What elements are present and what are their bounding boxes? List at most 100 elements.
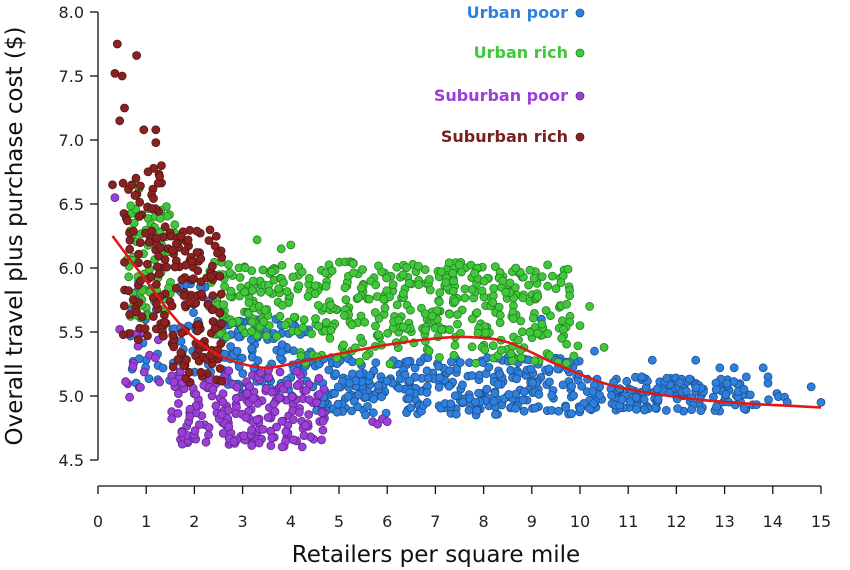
data-point-urban-rich — [557, 333, 567, 343]
data-point-suburban-rich — [196, 254, 206, 264]
data-point-urban-rich — [551, 284, 561, 294]
legend: Urban poor Urban rich Suburban poor Subu… — [434, 3, 585, 146]
data-point-suburban-rich — [168, 362, 178, 372]
data-point-suburban-poor — [304, 410, 314, 419]
data-point-urban-rich — [467, 314, 477, 324]
data-point-urban-poor — [637, 372, 646, 382]
data-point-suburban-poor — [292, 366, 302, 376]
data-point-urban-poor — [534, 389, 544, 399]
legend-item-urban-poor: Urban poor — [467, 3, 585, 22]
x-tick-label: 15 — [811, 512, 831, 531]
data-point-suburban-rich — [170, 262, 180, 272]
x-tick-label: 14 — [763, 512, 783, 531]
legend-item-urban-rich: Urban rich — [474, 43, 585, 62]
data-point-urban-poor — [715, 363, 725, 373]
data-point-suburban-poor — [294, 408, 304, 417]
data-point-urban-rich — [562, 339, 571, 349]
x-tick-label: 12 — [666, 512, 686, 531]
data-point-urban-poor — [739, 384, 749, 394]
data-point-urban-rich — [280, 320, 290, 330]
data-point-urban-rich — [541, 306, 551, 315]
data-point-urban-poor — [691, 383, 701, 393]
data-point-suburban-poor — [277, 416, 287, 426]
data-point-urban-poor — [403, 356, 413, 366]
data-point-urban-rich — [370, 308, 380, 317]
data-point-urban-rich — [498, 276, 508, 286]
data-point-suburban-poor — [258, 424, 268, 434]
data-point-urban-poor — [333, 399, 343, 409]
data-point-urban-rich — [348, 259, 358, 269]
data-point-urban-rich — [371, 321, 380, 331]
data-point-urban-rich — [460, 293, 470, 303]
data-point-urban-rich — [358, 265, 367, 274]
data-point-urban-poor — [406, 403, 416, 413]
data-point-urban-rich — [530, 356, 540, 366]
data-point-urban-poor — [226, 342, 236, 351]
data-point-suburban-rich — [177, 275, 187, 285]
data-point-urban-rich — [313, 300, 323, 310]
data-point-urban-rich — [533, 292, 542, 302]
data-point-suburban-poor — [301, 386, 311, 395]
data-point-suburban-poor — [267, 387, 277, 397]
legend-label-urban-rich: Urban rich — [474, 43, 568, 62]
legend-marker-suburban-poor — [575, 91, 585, 101]
data-point-suburban-rich — [117, 71, 127, 81]
data-point-urban-rich — [414, 280, 424, 290]
data-point-urban-rich — [224, 260, 233, 269]
data-point-suburban-poor — [224, 366, 234, 376]
data-point-urban-rich — [289, 312, 299, 322]
data-point-suburban-rich — [160, 222, 170, 232]
data-point-urban-poor — [330, 389, 339, 398]
series-suburban-poor — [110, 193, 392, 452]
data-point-suburban-poor — [208, 385, 218, 394]
data-point-urban-rich — [364, 294, 374, 304]
data-point-urban-rich — [490, 262, 500, 272]
data-point-urban-poor — [467, 371, 477, 380]
data-point-urban-poor — [347, 406, 357, 416]
data-point-suburban-rich — [127, 180, 137, 190]
data-point-urban-rich — [495, 310, 505, 320]
data-point-urban-rich — [274, 284, 284, 294]
data-point-urban-poor — [518, 395, 528, 405]
y-tick-label: 6.0 — [59, 259, 84, 278]
data-point-suburban-rich — [151, 299, 161, 309]
data-point-suburban-poor — [256, 368, 266, 378]
data-point-suburban-rich — [149, 194, 158, 203]
data-point-urban-poor — [544, 364, 554, 374]
data-point-urban-rich — [383, 328, 393, 338]
data-point-suburban-poor — [218, 397, 228, 407]
data-point-suburban-rich — [160, 255, 170, 265]
data-point-urban-poor — [489, 396, 499, 406]
data-point-urban-poor — [561, 402, 571, 412]
data-point-suburban-poor — [169, 377, 179, 387]
data-point-urban-poor — [558, 380, 568, 390]
data-point-suburban-rich — [167, 245, 177, 255]
data-point-urban-rich — [516, 353, 526, 363]
data-point-urban-rich — [524, 280, 533, 290]
data-point-urban-poor — [450, 391, 460, 401]
data-point-urban-rich — [259, 317, 268, 326]
data-point-suburban-rich — [162, 262, 172, 272]
data-point-urban-rich — [467, 285, 477, 294]
x-tick-label: 8 — [479, 512, 489, 531]
data-point-urban-poor — [721, 390, 731, 399]
data-point-urban-poor — [434, 361, 443, 371]
data-point-urban-poor — [394, 383, 404, 393]
data-point-urban-rich — [355, 357, 365, 367]
data-point-urban-poor — [353, 390, 363, 400]
data-point-suburban-poor — [218, 389, 228, 399]
data-point-urban-rich — [425, 285, 435, 295]
points-layer — [108, 39, 826, 452]
data-point-urban-rich — [525, 265, 535, 275]
data-point-suburban-poor — [110, 193, 120, 203]
data-point-suburban-rich — [183, 235, 193, 245]
data-point-urban-poor — [625, 397, 635, 407]
data-point-urban-poor — [374, 380, 383, 390]
data-point-suburban-rich — [134, 249, 144, 259]
data-point-urban-rich — [450, 340, 460, 350]
data-point-suburban-rich — [189, 274, 199, 284]
data-point-urban-rich — [529, 273, 539, 283]
data-point-urban-poor — [474, 388, 484, 398]
data-point-urban-rich — [226, 286, 236, 296]
data-point-suburban-rich — [124, 286, 133, 296]
